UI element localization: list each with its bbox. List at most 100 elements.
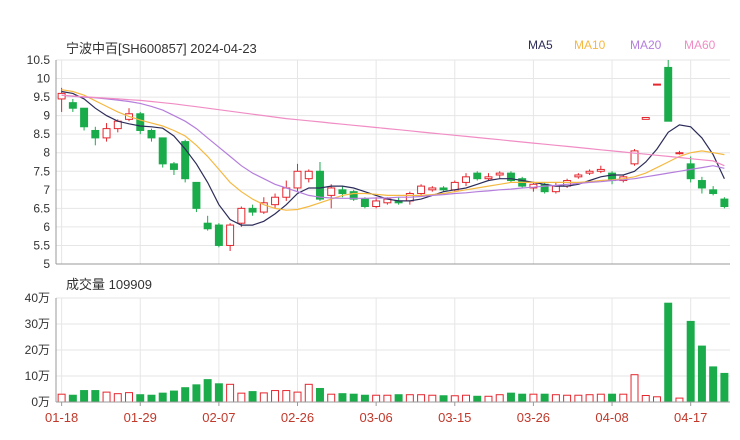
volume-bar xyxy=(405,394,414,403)
candle-down xyxy=(664,66,673,122)
candle-up xyxy=(675,152,684,155)
price-tick-label: 9.5 xyxy=(33,90,50,104)
volume-bar xyxy=(551,394,560,403)
volume-bar xyxy=(282,390,291,403)
ma20-line xyxy=(61,94,725,199)
volume-bar xyxy=(293,391,302,403)
volume-bar xyxy=(327,393,336,403)
candle-down xyxy=(192,181,201,209)
price-tick-label: 8 xyxy=(43,146,50,160)
volume-bar xyxy=(271,390,280,403)
candle-down xyxy=(349,191,358,200)
volume-bar xyxy=(529,393,538,403)
candle-up xyxy=(585,170,594,174)
volume-bar xyxy=(495,394,504,403)
candle-up xyxy=(304,170,313,180)
date-tick-label: 03-26 xyxy=(517,410,550,425)
volume-grid xyxy=(56,297,730,403)
volume-bar xyxy=(653,396,661,403)
candle-down xyxy=(147,129,156,139)
volume-bar xyxy=(214,383,223,403)
volume-bar xyxy=(158,392,167,403)
volume-bar xyxy=(169,390,178,403)
candle-up xyxy=(372,200,381,208)
candlestick-series xyxy=(57,60,729,252)
price-tick-label: 5 xyxy=(43,257,50,271)
candle-up xyxy=(529,183,538,189)
volume-bar xyxy=(697,345,706,403)
date-tick-label: 01-29 xyxy=(124,410,157,425)
date-tick-label: 03-15 xyxy=(438,410,471,425)
candle-down xyxy=(91,129,100,139)
volume-bar xyxy=(394,394,403,403)
candle-down xyxy=(181,141,190,180)
candle-down xyxy=(709,189,718,195)
candle-up xyxy=(596,168,605,172)
volume-bar xyxy=(304,383,313,403)
volume-tick-label: 40万 xyxy=(25,291,50,305)
volume-bar xyxy=(506,392,515,403)
volume-bar xyxy=(349,393,358,403)
volume-bar xyxy=(316,387,324,403)
candle-down xyxy=(214,224,223,246)
volume-bar xyxy=(181,387,190,403)
candle-up xyxy=(271,196,280,206)
candle-up xyxy=(484,176,493,180)
candle-down xyxy=(203,222,212,230)
volume-bar xyxy=(125,392,133,403)
volume-bar xyxy=(518,393,527,403)
candle-down xyxy=(158,137,167,165)
candle-down xyxy=(506,172,515,182)
candle-up xyxy=(641,116,650,120)
volume-bar xyxy=(338,393,347,403)
volume-bar xyxy=(596,393,605,403)
candle-up xyxy=(327,187,336,196)
candle-down xyxy=(248,207,257,213)
date-tick-label: 04-08 xyxy=(595,410,628,425)
candle-up xyxy=(630,150,639,165)
volume-bar xyxy=(248,391,257,403)
candle-up xyxy=(102,128,111,139)
candle-down xyxy=(686,163,695,180)
legend-ma5: MA5 xyxy=(528,38,553,52)
candle-down xyxy=(68,102,77,109)
volume-tick-label: 30万 xyxy=(25,317,50,331)
volume-bar xyxy=(630,374,639,403)
volume-bar xyxy=(91,390,100,403)
date-tick-label: 04-17 xyxy=(674,410,707,425)
price-tick-label: 10.5 xyxy=(27,53,51,67)
volume-bar xyxy=(585,394,594,403)
volume-bar xyxy=(80,390,89,403)
volume-tick-label: 20万 xyxy=(25,343,50,357)
volume-tick-label: 10万 xyxy=(25,369,50,383)
moving-average-lines xyxy=(61,89,725,226)
price-tick-label: 5.5 xyxy=(33,238,50,252)
volume-bar xyxy=(203,379,212,403)
volume-bar xyxy=(641,395,650,403)
candle-up xyxy=(574,174,583,178)
candle-down xyxy=(720,198,729,208)
candle-down xyxy=(360,198,369,208)
price-tick-label: 9 xyxy=(43,109,50,123)
volume-bar xyxy=(473,395,482,403)
volume-bar xyxy=(226,383,235,403)
volume-bar xyxy=(608,393,617,403)
date-tick-label: 02-26 xyxy=(281,410,314,425)
volume-bar xyxy=(57,393,66,403)
candle-up xyxy=(450,181,459,191)
candle-up xyxy=(237,207,246,224)
candle-down xyxy=(473,172,482,180)
volume-bar xyxy=(428,394,437,403)
volume-bar xyxy=(68,394,77,403)
ma10-line xyxy=(61,89,725,211)
volume-bar xyxy=(102,391,111,403)
volume-bar xyxy=(686,320,695,403)
volume-bar xyxy=(259,392,268,403)
axes: 10.5 10 9.5 9 8.5 8 7.5 7 6.5 6 5.5 5 40万 30万 20万 10万 0万… xyxy=(25,53,730,425)
candle-down xyxy=(316,170,324,200)
volume-bar xyxy=(664,302,673,403)
volume-bar xyxy=(383,394,392,403)
volume-bar xyxy=(439,395,448,403)
price-grid xyxy=(56,59,730,265)
